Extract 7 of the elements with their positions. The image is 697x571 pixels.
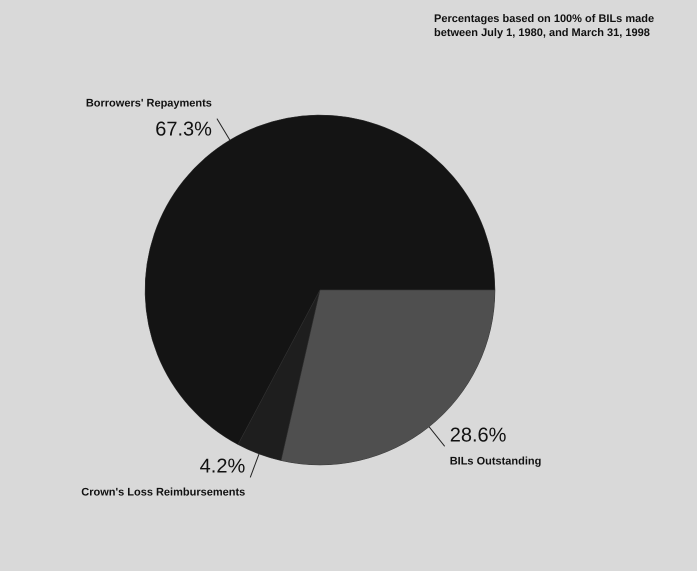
data-label: 28.6% [450, 424, 507, 446]
slice-label: Borrowers' Repayments [86, 98, 212, 110]
data-label: 4.2% [200, 455, 246, 478]
slice-label: Crown's Loss Reimbursements [81, 486, 246, 498]
slice-label: BILs Outstanding [450, 455, 542, 468]
data-label: 67.3% [155, 118, 212, 141]
text: Percentages based on 100% of BILs made between July 1, 1980, and March 31, 1998 [434, 13, 658, 39]
